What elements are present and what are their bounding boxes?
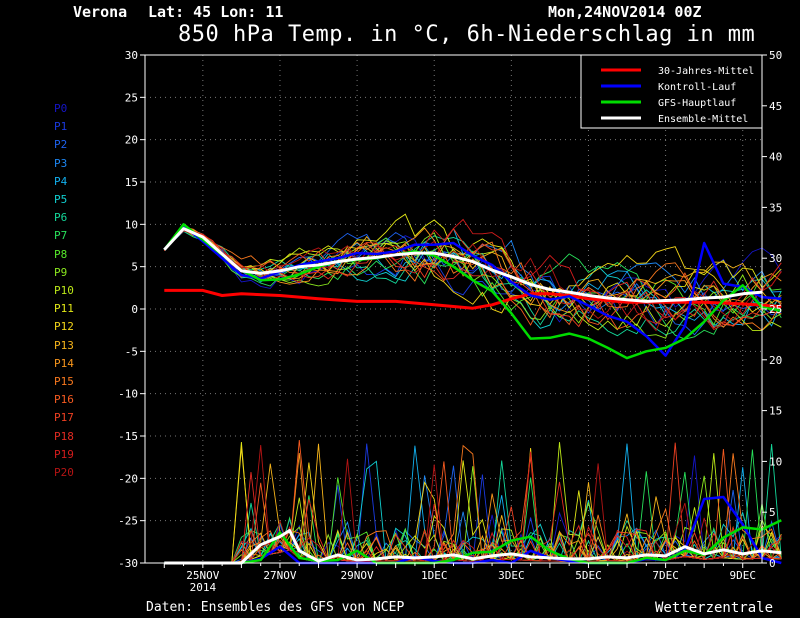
y-right-tick-label: 25 — [769, 303, 782, 316]
perturbation-temp-line — [163, 230, 782, 332]
perturbation-label: P3 — [54, 156, 68, 170]
perturbation-precip-line — [164, 451, 782, 564]
x-tick-label: 7DEC — [652, 569, 679, 582]
x-tick-sublabel: 2014 — [190, 581, 217, 594]
perturbation-label: P7 — [54, 229, 68, 243]
perturbation-label: P11 — [54, 302, 74, 316]
y-left-tick-label: -20 — [118, 472, 138, 485]
brand-label: Wetterzentrale — [655, 600, 774, 616]
perturbation-label: P17 — [54, 411, 74, 425]
perturbation-label: P20 — [54, 466, 74, 479]
y-left-tick-label: 20 — [125, 134, 138, 147]
perturbation-label: P5 — [54, 193, 68, 206]
chart-title: 850 hPa Temp. in °C, 6h-Niederschlag in … — [178, 22, 756, 47]
legend-box — [580, 54, 763, 129]
y-right-tick-label: 10 — [769, 455, 782, 468]
location-coords: Lat: 45 Lon: 11 — [148, 3, 284, 21]
y-left-tick-label: -15 — [118, 430, 138, 443]
x-tick-label: 29NOV — [341, 569, 374, 582]
legend-label: 30-Jahres-Mittel — [658, 66, 754, 77]
perturbation-label: P13 — [54, 338, 74, 352]
x-tick-label: 1DEC — [421, 569, 448, 582]
y-right-tick-label: 15 — [769, 405, 782, 418]
perturbation-label: P0 — [54, 102, 68, 115]
y-right-tick-label: 20 — [769, 354, 782, 367]
perturbation-label: P2 — [54, 138, 68, 152]
gfs-main-temp-line — [163, 223, 782, 360]
perturbation-temp-line — [163, 230, 782, 340]
perturbation-label: P6 — [54, 211, 68, 225]
y-right-tick-label: 5 — [769, 506, 776, 519]
y-right-tick-label: 45 — [769, 100, 782, 113]
x-tick-label: 9DEC — [729, 569, 756, 582]
control-run-temp-line — [163, 224, 782, 357]
legend-label: Kontroll-Lauf — [658, 82, 736, 93]
x-tick-label: 5DEC — [575, 569, 602, 582]
data-source: Daten: Ensembles des GFS von NCEP — [146, 600, 405, 615]
axes: -30 -25 -20 -15 -10 -5 0 5 10 15 20 25 30 0 5 10 15 20 25 3… — [118, 49, 782, 594]
y-left-tick-label: 5 — [131, 261, 138, 274]
y-left-tick-label: 15 — [125, 176, 138, 189]
y-right-tick-label: 0 — [769, 557, 776, 570]
perturbation-lines — [163, 213, 782, 564]
y-left-tick-label: 30 — [125, 49, 138, 62]
y-left-tick-label: 0 — [131, 303, 138, 316]
perturbation-label: P19 — [54, 447, 74, 461]
y-left-tick-label: 10 — [125, 218, 138, 231]
perturbation-label: P8 — [54, 247, 68, 261]
y-right-tick-label: 40 — [769, 151, 782, 164]
y-right-tick-label: 50 — [769, 49, 782, 62]
legend-label: GFS-Hauptlauf — [658, 98, 736, 109]
perturbation-label: P18 — [54, 429, 74, 443]
perturbation-label: P15 — [54, 375, 74, 388]
y-right-tick-label: 30 — [769, 252, 782, 265]
perturbation-label: P14 — [54, 356, 74, 370]
ensemble-mean-temp-line — [163, 227, 763, 303]
location-name: Verona — [73, 3, 128, 21]
y-left-tick-label: 25 — [125, 91, 138, 104]
run-time: Mon,24NOV2014 00Z — [548, 3, 702, 21]
y-left-tick-label: -25 — [118, 515, 138, 528]
perturbation-label: P1 — [54, 120, 68, 134]
perturbation-label: P4 — [54, 174, 68, 188]
x-tick-label: 27NOV — [263, 569, 296, 582]
perturbation-label: P10 — [54, 284, 74, 297]
y-left-tick-label: -5 — [125, 345, 138, 358]
legend-label: Ensemble-Mittel — [658, 114, 748, 125]
y-right-tick-label: 35 — [769, 201, 782, 214]
x-tick-label: 25NOV — [186, 569, 219, 582]
perturbation-label: P9 — [54, 265, 68, 279]
perturbation-temp-line — [163, 227, 782, 330]
gfs-main-precip-line — [164, 519, 782, 565]
perturbation-label: P16 — [54, 393, 74, 407]
x-tick-label: 3DEC — [498, 569, 525, 582]
y-left-tick-label: -10 — [118, 388, 138, 401]
legend: 30-Jahres-Mittel Kontroll-Lauf GFS-Hauptla… — [580, 54, 763, 129]
perturbation-temp-line — [163, 227, 782, 319]
y-left-tick-label: -30 — [118, 557, 138, 570]
perturbation-label: P12 — [54, 320, 74, 334]
perturbation-precip-line — [164, 445, 782, 564]
ensemble-mean-precip-line — [164, 529, 782, 565]
